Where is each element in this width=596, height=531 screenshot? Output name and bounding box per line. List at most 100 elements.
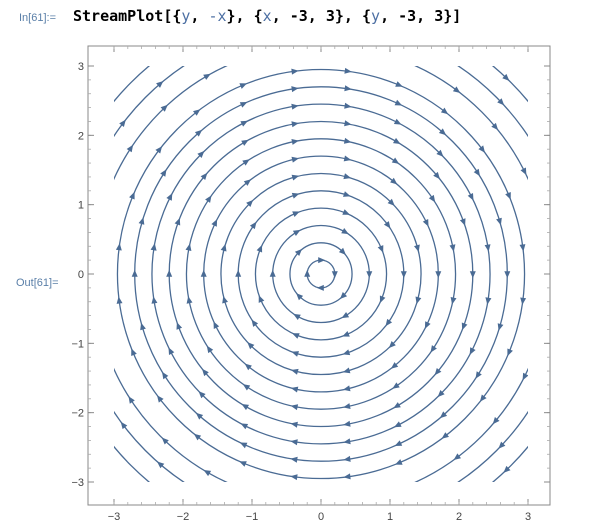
stream-arrowhead: [422, 219, 429, 227]
stream-arrowhead: [453, 453, 461, 460]
stream-arrowhead: [198, 391, 206, 399]
stream-arrowhead: [393, 118, 402, 125]
stream-arrowhead: [138, 217, 145, 225]
stream-arrowhead: [496, 217, 502, 226]
code-token: , -3, 3}, {: [271, 7, 372, 25]
output-label: Out[61]=: [16, 277, 59, 289]
stream-arrowhead: [168, 347, 175, 355]
stream-arrowhead: [343, 403, 351, 409]
stream-arrowhead: [150, 243, 157, 251]
stream-arrowhead: [435, 271, 442, 279]
stream-arrowhead: [450, 297, 457, 305]
stream-arrowhead: [343, 173, 351, 180]
stream-arrowhead: [504, 271, 511, 279]
stream-arrowhead: [166, 193, 173, 201]
stream-arrowhead: [440, 107, 449, 115]
stream-arrowhead: [243, 179, 252, 186]
stream-arrowhead: [393, 402, 401, 409]
stream-arrowhead: [342, 209, 350, 215]
stream-arrowhead: [131, 269, 138, 277]
y-tick-label: −1: [71, 338, 84, 350]
input-code[interactable]: StreamPlot[{y, -x}, {x, -3, 3}, {y, -3, …: [73, 7, 461, 25]
stream-arrowhead: [211, 219, 218, 227]
input-label: In[61]:=: [19, 12, 57, 24]
stream-arrowhead: [338, 247, 346, 255]
stream-arrowhead: [291, 68, 299, 75]
stream-arrowhead: [290, 386, 299, 393]
stream-arrowhead: [395, 81, 403, 87]
stream-arrowhead: [469, 271, 476, 279]
stream-arrowhead: [379, 295, 386, 304]
stream-arrowhead: [316, 284, 324, 291]
stream-arrowhead: [343, 137, 352, 144]
stream-arrowhead: [343, 191, 351, 197]
streamline: [237, 190, 405, 358]
stream-arrowhead: [292, 211, 300, 217]
y-tick-label: 3: [78, 61, 84, 73]
stream-arrowhead: [131, 348, 137, 356]
stream-arrowhead: [519, 244, 526, 252]
stream-arrowhead: [390, 362, 399, 369]
stream-arrowhead: [449, 244, 456, 252]
stream-arrowhead: [120, 421, 128, 430]
streamline: [254, 207, 388, 341]
stream-arrowhead: [522, 372, 528, 381]
x-tick-label: 2: [456, 511, 462, 523]
stream-arrowhead: [377, 245, 384, 253]
stream-arrowhead: [385, 318, 393, 327]
stream-arrowhead: [475, 371, 482, 379]
stream-arrowhead: [200, 172, 208, 180]
stream-arrowhead: [342, 331, 350, 337]
stream-arrowhead: [161, 437, 169, 445]
streamline: [289, 242, 353, 306]
stream-arrowhead: [503, 465, 511, 473]
plot-frame: [87, 45, 551, 506]
y-tick-label: −3: [71, 477, 84, 489]
stream-arrowhead: [293, 313, 301, 320]
stream-arrowhead: [331, 271, 338, 279]
stream-arrowhead: [290, 456, 298, 463]
streamline: [134, 86, 508, 462]
stream-arrowhead: [344, 102, 352, 109]
x-tick-label: −2: [177, 511, 190, 523]
x-tick-label: 3: [525, 511, 531, 523]
stream-arrowhead: [344, 67, 352, 74]
stream-arrowhead: [478, 145, 485, 153]
stream-arrowhead: [473, 168, 480, 177]
stream-arrowhead: [269, 269, 276, 277]
stream-arrowhead: [247, 342, 255, 350]
stream-arrowhead: [394, 421, 402, 428]
stream-arrowhead: [436, 149, 444, 157]
stream-arrowhead: [394, 440, 403, 446]
stream-arrowhead: [290, 439, 298, 446]
stream-arrowhead: [195, 412, 204, 420]
stream-arrowhead: [151, 296, 158, 304]
streamline: [220, 172, 422, 376]
stream-arrowhead: [479, 394, 487, 402]
stream-arrowhead: [391, 157, 400, 164]
stream-arrowhead: [291, 103, 299, 110]
stream-arrowhead: [433, 171, 440, 180]
y-tick-label: 2: [78, 130, 84, 142]
stream-arrowhead: [484, 244, 491, 252]
streamline: [116, 68, 526, 480]
code-token: ,: [190, 7, 209, 25]
y-tick-label: 0: [78, 269, 84, 281]
streamline: [114, 66, 528, 482]
stream-arrowhead: [342, 349, 351, 356]
streamline: [151, 103, 491, 445]
stream-arrowhead: [162, 371, 169, 380]
stream-arrowhead: [497, 98, 505, 106]
stream-arrowhead: [185, 243, 192, 251]
stream-arrowhead: [241, 139, 249, 146]
x-tick-label: −1: [246, 511, 259, 523]
stream-arrowhead: [290, 421, 298, 428]
stream-arrowhead: [296, 293, 304, 301]
stream-arrowhead: [197, 150, 205, 158]
code-token: StreamPlot: [73, 7, 164, 25]
streamline: [114, 66, 528, 482]
stream-arrowhead: [220, 243, 227, 252]
stream-arrowhead: [461, 322, 468, 331]
stream-arrowhead: [155, 146, 163, 154]
